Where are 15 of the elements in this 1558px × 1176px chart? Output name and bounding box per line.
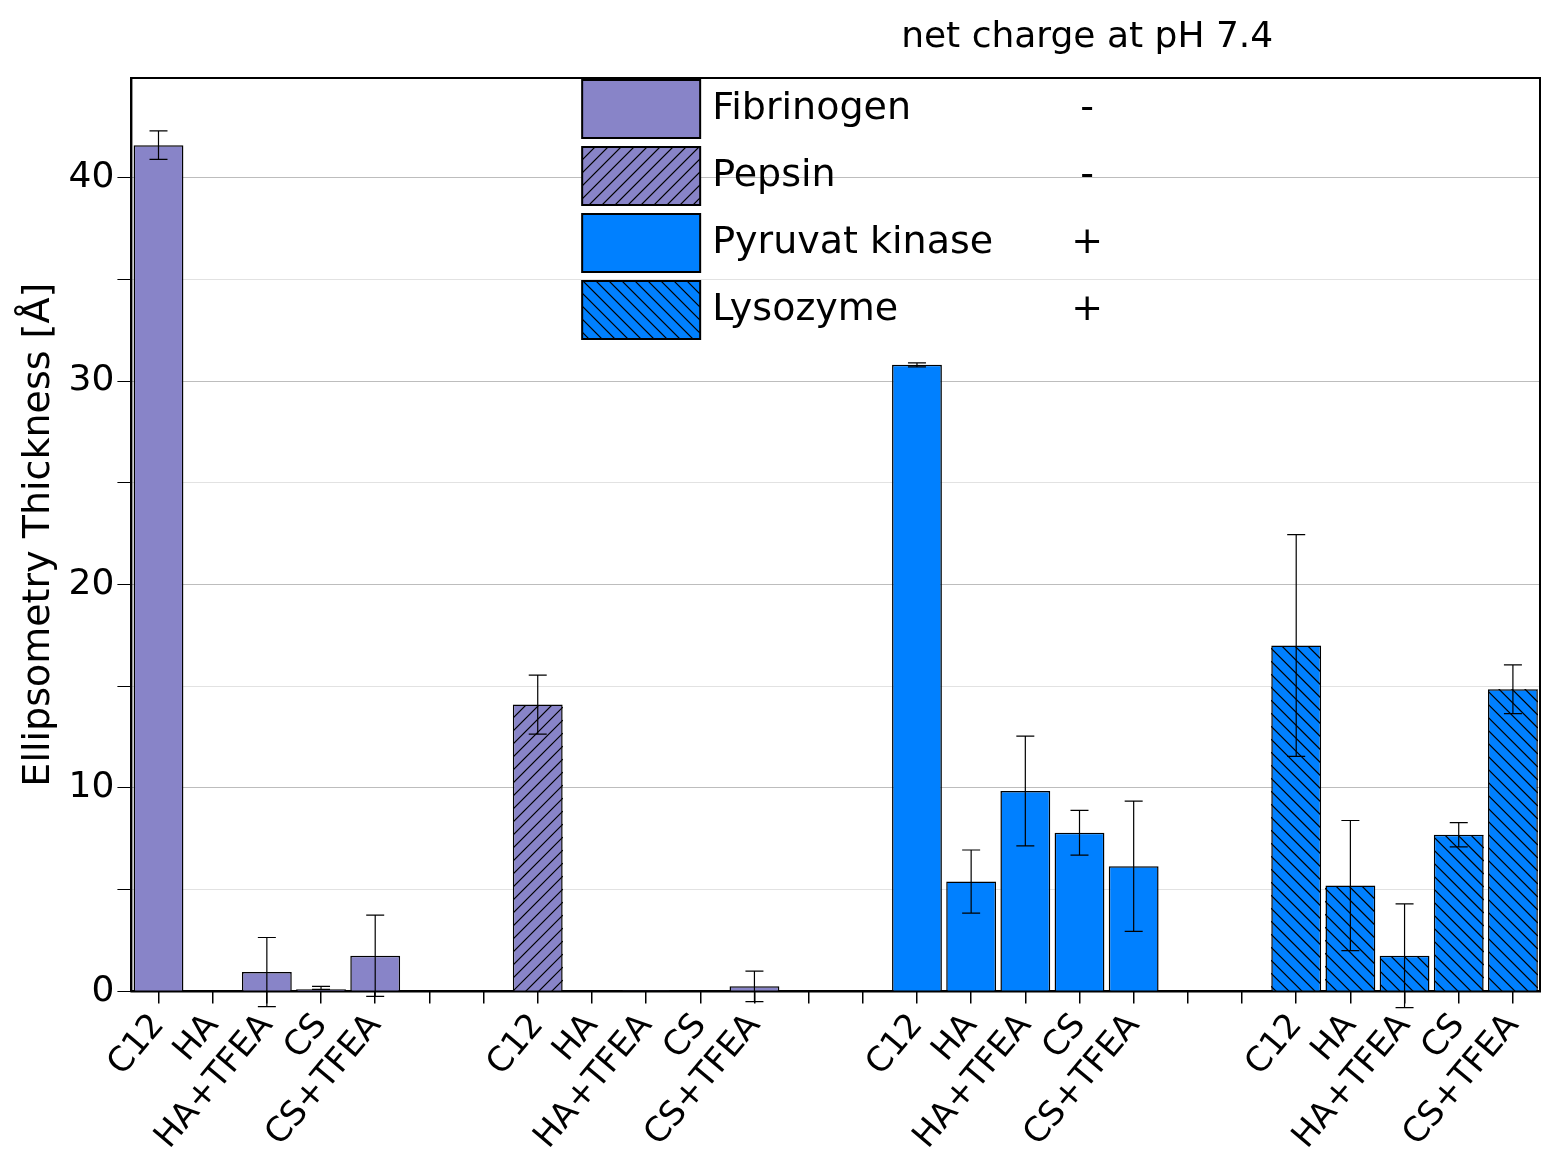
legend-label: Pepsin <box>712 150 836 195</box>
y-tick-label: 40 <box>68 154 115 196</box>
annotation: + <box>1071 217 1104 262</box>
y-tick-label: 10 <box>68 764 115 806</box>
legend-title: net charge at pH 7.4 <box>901 14 1274 56</box>
annotation: - <box>1080 83 1095 128</box>
legend-label: Lysozyme <box>712 284 899 329</box>
annotation: + <box>1071 284 1104 329</box>
y-tick-label: 0 <box>91 967 115 1009</box>
y-axis-title: Ellipsometry Thickness [Å] <box>13 282 58 787</box>
y-tick-label: 20 <box>68 560 115 602</box>
legend-label: Pyruvat kinase <box>712 217 994 262</box>
annotation: - <box>1080 150 1095 195</box>
legend-label: Fibrinogen <box>712 83 912 128</box>
y-tick-label: 30 <box>68 357 115 399</box>
